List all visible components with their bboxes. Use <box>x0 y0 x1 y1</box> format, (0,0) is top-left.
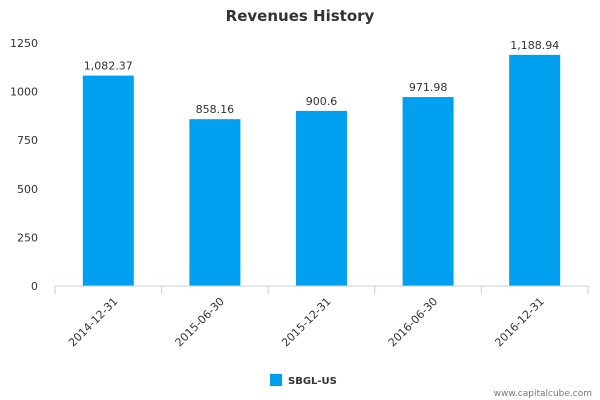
y-axis-ticks: 0 250 500 750 1000 1250 <box>10 37 38 293</box>
bar-2015-06-30[interactable] <box>189 119 241 286</box>
data-labels: 1,082.37 858.16 900.6 971.98 1,188.94 <box>84 39 559 116</box>
bar-2014-12-31[interactable] <box>82 75 134 286</box>
y-tick-label: 1000 <box>10 86 38 99</box>
x-tick-label: 2016-06-30 <box>386 295 440 349</box>
chart-title: Revenues History <box>226 7 375 25</box>
data-label-2015-12-31: 900.6 <box>306 95 338 108</box>
data-label-2015-06-30: 858.16 <box>196 103 235 116</box>
x-axis-ticks: 2014-12-31 2015-06-30 2015-12-31 2016-06-30… <box>54 286 589 349</box>
legend-label[interactable]: SBGL-US <box>288 376 337 387</box>
legend[interactable]: SBGL-US <box>270 374 337 387</box>
x-tick-label: 2016-12-31 <box>492 295 546 349</box>
bar-2016-12-31[interactable] <box>509 54 561 287</box>
credit-link[interactable]: www.capitalcube.com <box>494 389 592 399</box>
x-tick-label: 2014-12-31 <box>66 295 120 349</box>
x-tick-label: 2015-12-31 <box>279 295 333 349</box>
bar-2015-12-31[interactable] <box>296 110 347 286</box>
y-tick-label: 0 <box>31 280 38 293</box>
bar-2016-06-30[interactable] <box>402 97 454 286</box>
data-label-2016-06-30: 971.98 <box>409 81 448 94</box>
y-tick-label: 1250 <box>10 37 38 50</box>
data-label-2016-12-31: 1,188.94 <box>510 39 559 52</box>
x-tick-label: 2015-06-30 <box>173 295 227 349</box>
data-label-2014-12-31: 1,082.37 <box>84 60 133 73</box>
legend-swatch[interactable] <box>270 374 282 386</box>
y-tick-label: 250 <box>17 231 38 244</box>
y-tick-label: 750 <box>17 134 38 147</box>
bar-series <box>82 54 561 287</box>
y-tick-label: 500 <box>17 183 38 196</box>
